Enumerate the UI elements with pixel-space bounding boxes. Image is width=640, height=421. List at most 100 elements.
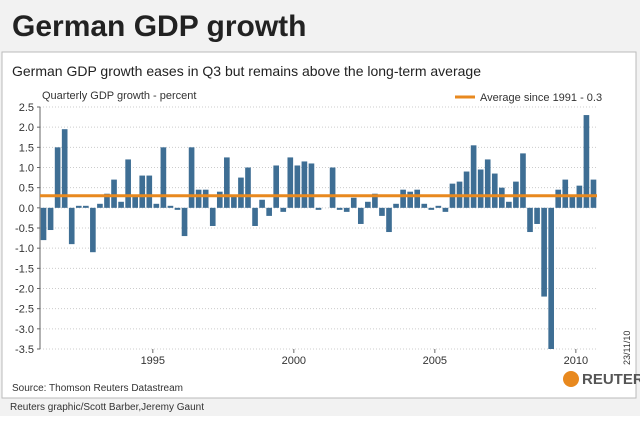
bar	[125, 159, 131, 208]
bar	[477, 169, 484, 208]
bar	[174, 207, 181, 210]
bar	[484, 159, 491, 208]
x-tick-label: 1995	[141, 355, 165, 367]
chart-title: German GDP growth	[12, 10, 307, 43]
bar	[40, 207, 47, 241]
bar	[209, 207, 216, 226]
bar	[83, 205, 89, 208]
x-tick-label: 2010	[564, 355, 588, 367]
bar	[491, 173, 498, 208]
y-tick-label: -3.5	[15, 344, 34, 356]
bar	[357, 207, 364, 224]
bar	[421, 203, 428, 208]
bar	[350, 197, 357, 208]
x-tick-label: 2005	[423, 355, 447, 367]
bar	[527, 207, 533, 233]
bar	[238, 177, 244, 208]
bar	[463, 171, 470, 208]
x-tick-label: 2000	[282, 355, 306, 367]
bar	[167, 205, 174, 208]
bar	[541, 207, 547, 297]
bar	[160, 147, 167, 208]
bar	[280, 207, 287, 212]
bar	[287, 157, 294, 208]
bar	[259, 199, 265, 208]
bar	[273, 165, 280, 208]
y-tick-label: -1.0	[15, 243, 34, 255]
source: Source: Thomson Reuters Datastream	[12, 383, 183, 394]
bar	[470, 145, 477, 208]
bar	[181, 207, 188, 237]
subtitle: German GDP growth eases in Q3 but remain…	[12, 63, 481, 79]
y-tick-label: -1.5	[15, 263, 34, 275]
bar	[520, 153, 526, 208]
bar	[407, 191, 413, 208]
bar	[118, 201, 124, 208]
y-tick-label: 2.0	[19, 122, 34, 134]
bar	[111, 179, 117, 208]
bar	[428, 207, 435, 210]
y-tick-label: 2.5	[19, 102, 34, 114]
bar	[231, 195, 237, 208]
bar	[569, 195, 576, 208]
bar	[336, 207, 343, 210]
bar	[75, 205, 82, 208]
bar	[54, 147, 61, 208]
bar	[548, 207, 554, 349]
y-tick-label: 0.5	[19, 183, 34, 195]
bar	[47, 207, 54, 231]
bar	[555, 189, 562, 208]
y-tick-label: -2.5	[15, 304, 34, 316]
bar	[146, 175, 153, 208]
bar	[372, 193, 378, 208]
bar	[590, 179, 597, 208]
y-tick-label: 1.5	[19, 142, 34, 154]
bar	[68, 207, 75, 245]
brand-logo	[563, 371, 579, 387]
bar	[343, 207, 350, 212]
bar	[562, 179, 569, 208]
y-tick-label: -3.0	[15, 324, 34, 336]
bar	[224, 157, 230, 208]
bar	[583, 115, 590, 208]
bar	[365, 201, 371, 208]
y-axis-label: Quarterly GDP growth - percent	[42, 90, 196, 102]
bar	[132, 195, 139, 208]
bar	[435, 205, 442, 208]
y-tick-label: -2.0	[15, 284, 34, 296]
bar	[442, 207, 449, 212]
y-tick-label: -0.5	[15, 223, 34, 235]
bar	[139, 175, 146, 208]
legend-label: Average since 1991 - 0.3	[480, 92, 602, 104]
bar	[329, 167, 336, 208]
bar	[202, 189, 209, 208]
bar	[252, 207, 258, 226]
bar	[400, 189, 406, 208]
bar	[506, 201, 512, 208]
bar	[294, 165, 301, 208]
bar	[308, 163, 315, 208]
y-tick-label: 0.0	[19, 203, 34, 215]
bar	[301, 161, 308, 208]
bar	[534, 207, 540, 224]
bar	[498, 187, 505, 208]
date: 23/11/10	[622, 331, 632, 365]
y-tick-label: 1.0	[19, 163, 34, 175]
bar	[245, 167, 251, 208]
bar	[90, 207, 96, 253]
bar	[379, 207, 385, 216]
brand: REUTERS	[582, 371, 640, 388]
credit: Reuters graphic/Scott Barber,Jeremy Gaun…	[10, 402, 204, 413]
bar	[195, 189, 202, 208]
bar	[266, 207, 272, 216]
bar	[386, 207, 392, 233]
bar	[104, 193, 110, 208]
bar	[97, 203, 103, 208]
bar	[153, 203, 160, 208]
bar	[188, 147, 195, 208]
bar	[315, 207, 322, 210]
bar	[61, 129, 68, 208]
bar	[393, 203, 399, 208]
bar	[216, 191, 223, 208]
